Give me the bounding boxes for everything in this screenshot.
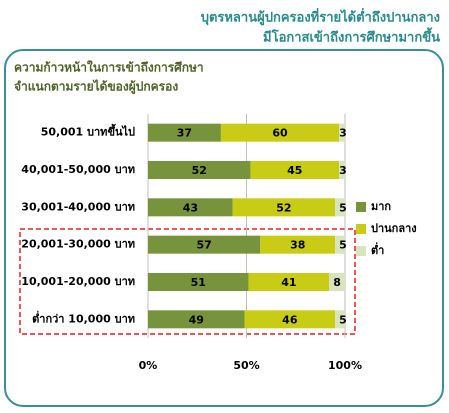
legend-label: ต่ำ — [371, 242, 384, 257]
bar-segment — [335, 198, 345, 217]
y-tick-label: ต่ำกว่า 10,000 บาท — [32, 310, 135, 325]
frame — [4, 49, 444, 407]
bar-segment — [148, 123, 221, 142]
bar-segment — [148, 198, 233, 217]
bar-segment — [148, 161, 251, 179]
legend-swatch — [356, 246, 366, 256]
y-tick-label: 30,001-40,000 บาท — [21, 200, 135, 213]
bar-segment — [335, 235, 345, 254]
bar-segment — [220, 123, 340, 142]
bar-segment — [148, 235, 261, 254]
value-label: 3 — [339, 127, 347, 140]
value-label: 3 — [339, 164, 347, 177]
value-label: 57 — [196, 239, 211, 252]
value-label: 51 — [191, 276, 206, 289]
bar-segment — [148, 310, 245, 329]
highlight-box — [19, 228, 356, 335]
value-label: 46 — [282, 313, 298, 326]
legend-swatch — [356, 224, 366, 234]
chart-title: บุตรหลานผู้ปกครองที่รายได้ต่ำถึงปานกลาง — [201, 8, 440, 26]
value-label: 45 — [287, 164, 302, 177]
value-label: 5 — [339, 313, 347, 326]
value-label: 52 — [192, 164, 207, 177]
value-label: 5 — [339, 201, 347, 214]
x-tick-label: 0% — [139, 359, 158, 372]
value-label: 38 — [290, 239, 305, 252]
bar-segment — [329, 273, 345, 291]
bar-segment — [250, 161, 340, 179]
value-label: 60 — [272, 127, 288, 140]
value-label: 52 — [276, 201, 291, 214]
bar-segment — [248, 273, 330, 291]
bar-segment — [335, 310, 345, 329]
y-tick-label: 10,001-20,000 บาท — [21, 275, 135, 288]
value-label: 8 — [333, 276, 341, 289]
value-label: 41 — [281, 276, 296, 289]
x-tick-label: 50% — [233, 359, 259, 372]
value-label: 37 — [177, 127, 192, 140]
x-tick-label: 100% — [328, 359, 362, 372]
bar-segment — [148, 273, 249, 291]
y-tick-label: 40,001-50,000 บาท — [21, 163, 135, 176]
value-label: 43 — [183, 201, 198, 214]
legend-label: มาก — [371, 200, 391, 213]
y-tick-label: 20,001-30,000 บาท — [21, 238, 135, 251]
bar-segment — [232, 198, 336, 217]
chart-title: มีโอกาสเข้าถึงการศึกษามากขึ้น — [263, 27, 440, 46]
subtitle: จำแนกตามรายได้ของผู้ปกครอง — [14, 79, 178, 95]
subtitle: ความก้าวหน้าในการเข้าถึงการศึกษา — [14, 60, 204, 75]
y-tick-label: 50,001 บาทขึ้นไป — [41, 124, 135, 139]
value-label: 49 — [189, 313, 204, 326]
legend-label: ปานกลาง — [371, 222, 417, 235]
value-label: 5 — [339, 239, 347, 252]
bar-segment — [260, 235, 336, 254]
bar-segment — [339, 123, 345, 142]
bar-segment — [244, 310, 336, 329]
legend-swatch — [356, 202, 366, 212]
bar-segment — [339, 161, 345, 179]
